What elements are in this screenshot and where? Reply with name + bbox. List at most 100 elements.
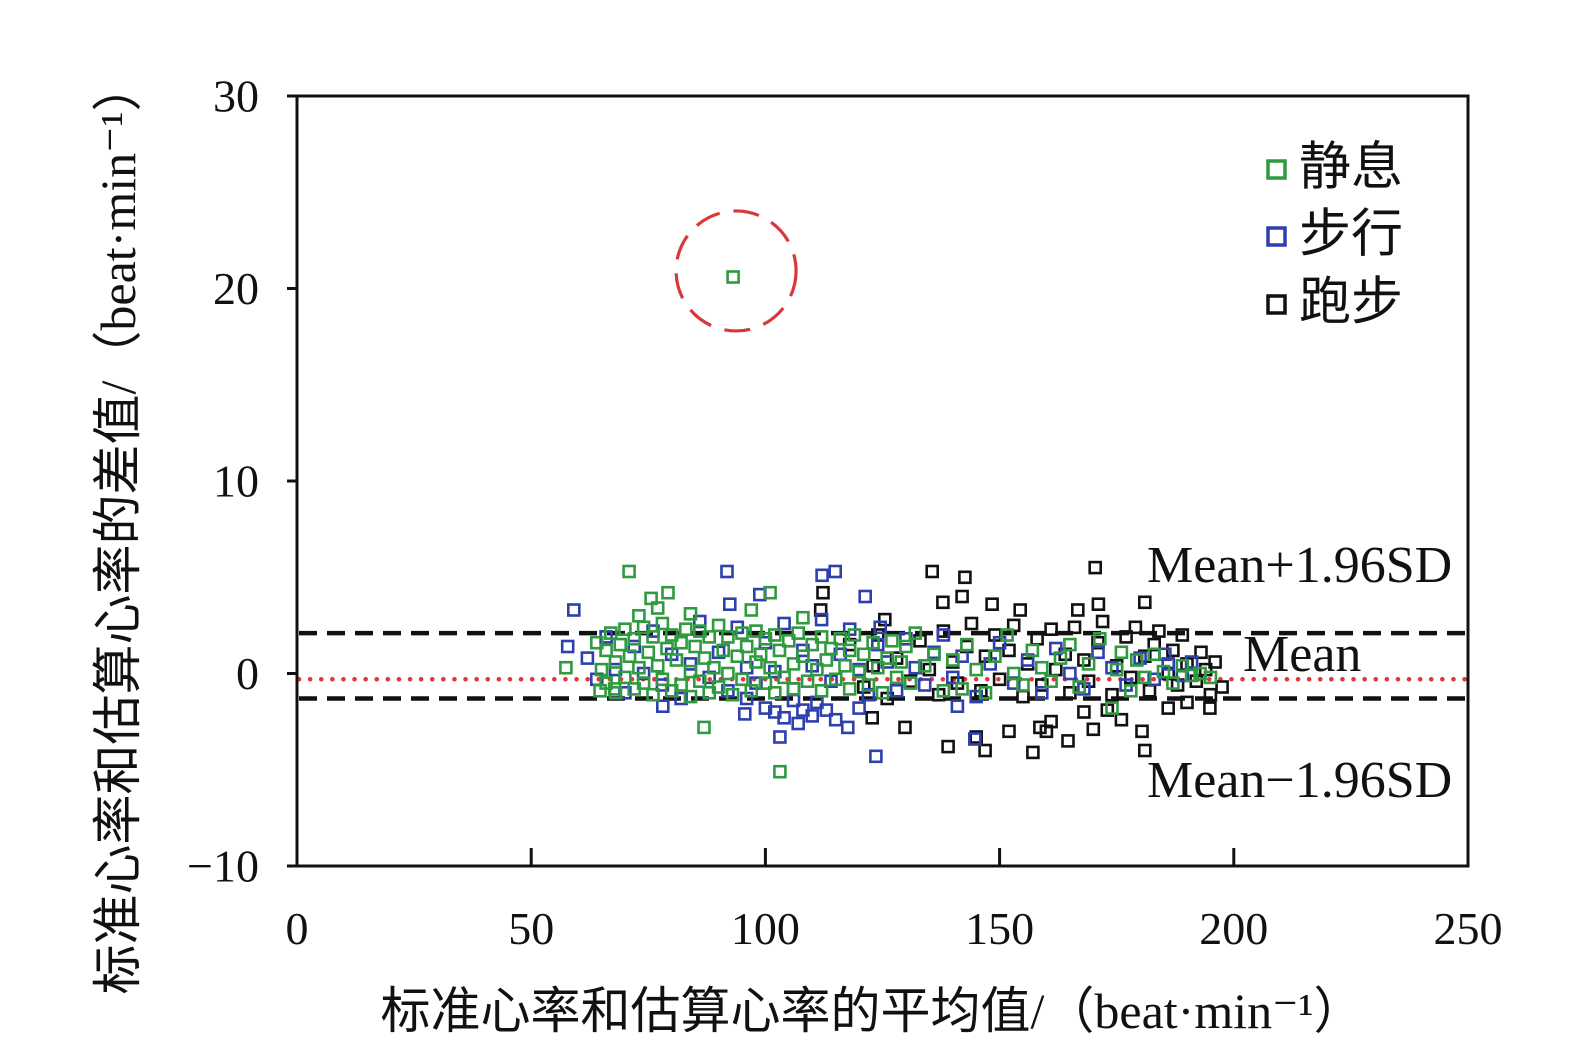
resting-point (908, 626, 923, 640)
walking-point (674, 691, 688, 706)
resting-point (796, 610, 810, 625)
running-point (1138, 743, 1152, 758)
resting-point (1105, 701, 1119, 715)
walking-point (655, 699, 670, 714)
resting-point (773, 764, 787, 779)
resting-point (716, 643, 731, 658)
resting-point (978, 685, 993, 700)
walking-point (840, 720, 855, 735)
resting-point (559, 660, 573, 675)
resting-point (796, 649, 810, 664)
resting-point (842, 643, 857, 658)
running-point (865, 710, 880, 725)
resting-point (725, 687, 740, 702)
resting-point (730, 649, 745, 664)
resting-point (697, 720, 711, 735)
resting-point (618, 670, 632, 685)
resting-point (661, 585, 675, 600)
resting-point (735, 672, 749, 687)
resting-point (636, 620, 651, 635)
resting-point (1006, 666, 1021, 681)
resting-point (786, 657, 801, 671)
resting-point (632, 660, 646, 675)
resting-point (1184, 668, 1199, 683)
resting-point (655, 616, 670, 631)
walking-point (1006, 676, 1021, 690)
walking-point (683, 657, 698, 671)
resting-point (1138, 670, 1152, 685)
upper-limit-label: Mean+1.96SD (1147, 537, 1452, 594)
running-point (992, 672, 1007, 687)
y-tick-label: −10 (187, 841, 259, 892)
resting-point (1044, 674, 1058, 689)
running-point (964, 616, 979, 631)
legend-label-walking: 步行 (1299, 207, 1403, 264)
walking-point (1035, 685, 1049, 700)
resting-point (622, 564, 636, 579)
walking-point (737, 707, 752, 721)
resting-point (936, 683, 951, 698)
lower-limit-label: Mean−1.96SD (1147, 752, 1452, 809)
y-axis-title: 标准心率和估算心率的差值/（beat·min⁻¹） (90, 62, 146, 995)
running-point (1166, 643, 1180, 658)
x-tick-label: 200 (1199, 903, 1268, 954)
walking-point (608, 662, 623, 677)
resting-point (763, 585, 777, 600)
running-point (1203, 687, 1218, 702)
walking-point (950, 699, 965, 714)
walking-point (1175, 668, 1190, 683)
resting-point (749, 624, 763, 638)
running-point (1026, 745, 1040, 760)
walking-point (1091, 645, 1105, 660)
resting-point (683, 689, 698, 704)
running-point (1002, 724, 1016, 739)
resting-point (781, 633, 796, 648)
running-point (1180, 695, 1194, 710)
walking-point (908, 660, 923, 675)
resting-point (866, 635, 880, 650)
walking-point (814, 612, 829, 627)
resting-point (753, 647, 768, 662)
resting-point (767, 628, 782, 642)
running-point (1152, 624, 1166, 638)
walking-point (828, 564, 843, 579)
resting-point (599, 643, 613, 658)
running-point (1161, 701, 1175, 715)
walking-point (828, 712, 843, 727)
resting-point (641, 645, 656, 660)
running-point (1013, 603, 1028, 617)
resting-point (674, 635, 688, 650)
running-point (1067, 620, 1082, 635)
running-point (1044, 622, 1058, 637)
resting-point (1109, 662, 1124, 677)
resting-point (650, 601, 665, 615)
running-point (898, 720, 912, 735)
resting-point (988, 649, 1002, 664)
resting-point (870, 660, 885, 675)
resting-point (1081, 657, 1096, 671)
walking-point (758, 701, 773, 715)
resting-point (692, 674, 707, 689)
running-point (978, 743, 992, 758)
resting-point (899, 639, 913, 654)
resting-point (608, 685, 623, 700)
resting-point (772, 643, 787, 658)
walking-point (791, 716, 806, 731)
resting-point (1156, 664, 1171, 679)
walking-point (969, 689, 984, 704)
resting-point (763, 660, 777, 675)
resting-point (650, 658, 665, 673)
walking-point (1147, 672, 1161, 687)
resting-point (669, 653, 684, 667)
resting-point (875, 685, 890, 700)
legend-marker-resting (1266, 159, 1287, 180)
resting-point (824, 641, 838, 656)
legend-label-resting: 静息 (1299, 140, 1403, 197)
resting-point (833, 631, 848, 646)
walking-point (560, 639, 575, 654)
running-point (813, 603, 828, 617)
walking-point (819, 703, 834, 717)
x-tick-label: 50 (508, 903, 554, 954)
